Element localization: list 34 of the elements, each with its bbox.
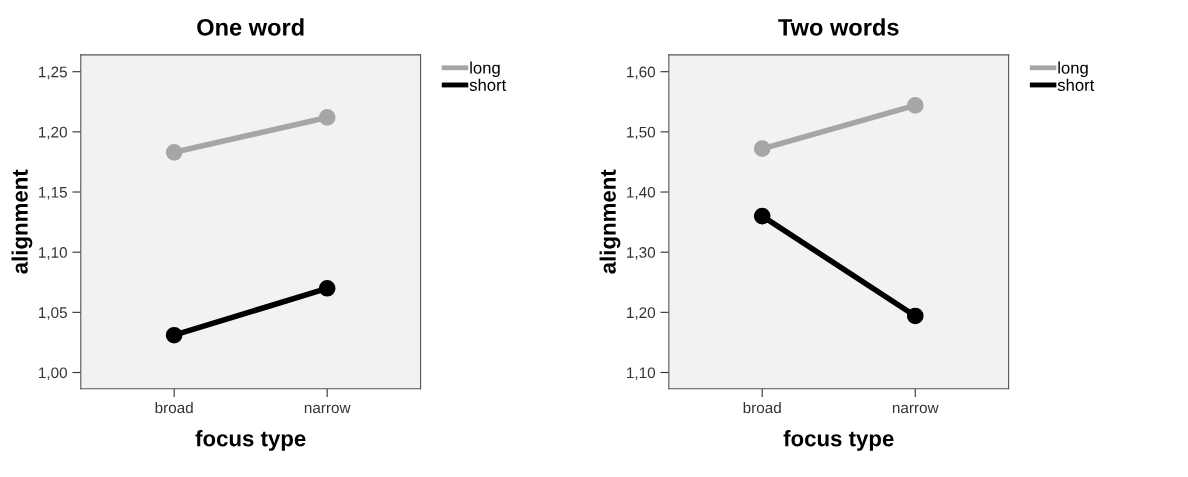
y-tick-label: 1,00 <box>39 367 67 380</box>
y-axis-title: alignment <box>599 169 621 274</box>
chart-title: One word <box>197 18 304 36</box>
point <box>165 143 183 161</box>
legend-label: long <box>470 61 500 78</box>
y-tick-label: 1,60 <box>627 66 656 80</box>
y-tick-label: 1,10 <box>39 247 67 260</box>
y-tick-label: 1,25 <box>39 66 67 80</box>
point <box>165 326 183 344</box>
y-tick-label: 1,05 <box>39 307 67 320</box>
y-axis-title: alignment <box>11 169 33 274</box>
x-tick-label: narrow <box>892 404 939 414</box>
y-tick-label: 1,10 <box>627 367 656 380</box>
x-axis-title: focus type <box>195 430 306 451</box>
legend-label: short <box>469 78 507 91</box>
point <box>318 109 336 126</box>
y-tick-label: 1,20 <box>39 126 67 140</box>
point <box>318 279 336 297</box>
x-axis-title: focus type <box>783 430 894 451</box>
y-tick-label: 1,20 <box>627 307 656 320</box>
y-tick-label: 1,50 <box>627 126 656 140</box>
x-tick-label: narrow <box>304 404 351 414</box>
point <box>906 307 924 325</box>
chart-title: Two words <box>778 18 899 36</box>
x-tick-label: broad <box>743 401 781 414</box>
y-tick-label: 1,30 <box>627 247 656 260</box>
legend-label: long <box>1058 61 1088 78</box>
point <box>906 97 924 114</box>
y-tick-label: 1,15 <box>39 187 67 200</box>
x-tick-label: broad <box>155 401 193 414</box>
y-tick-label: 1,40 <box>627 186 656 200</box>
point <box>753 140 771 158</box>
legend-label: short <box>1057 78 1095 91</box>
point <box>753 207 771 225</box>
